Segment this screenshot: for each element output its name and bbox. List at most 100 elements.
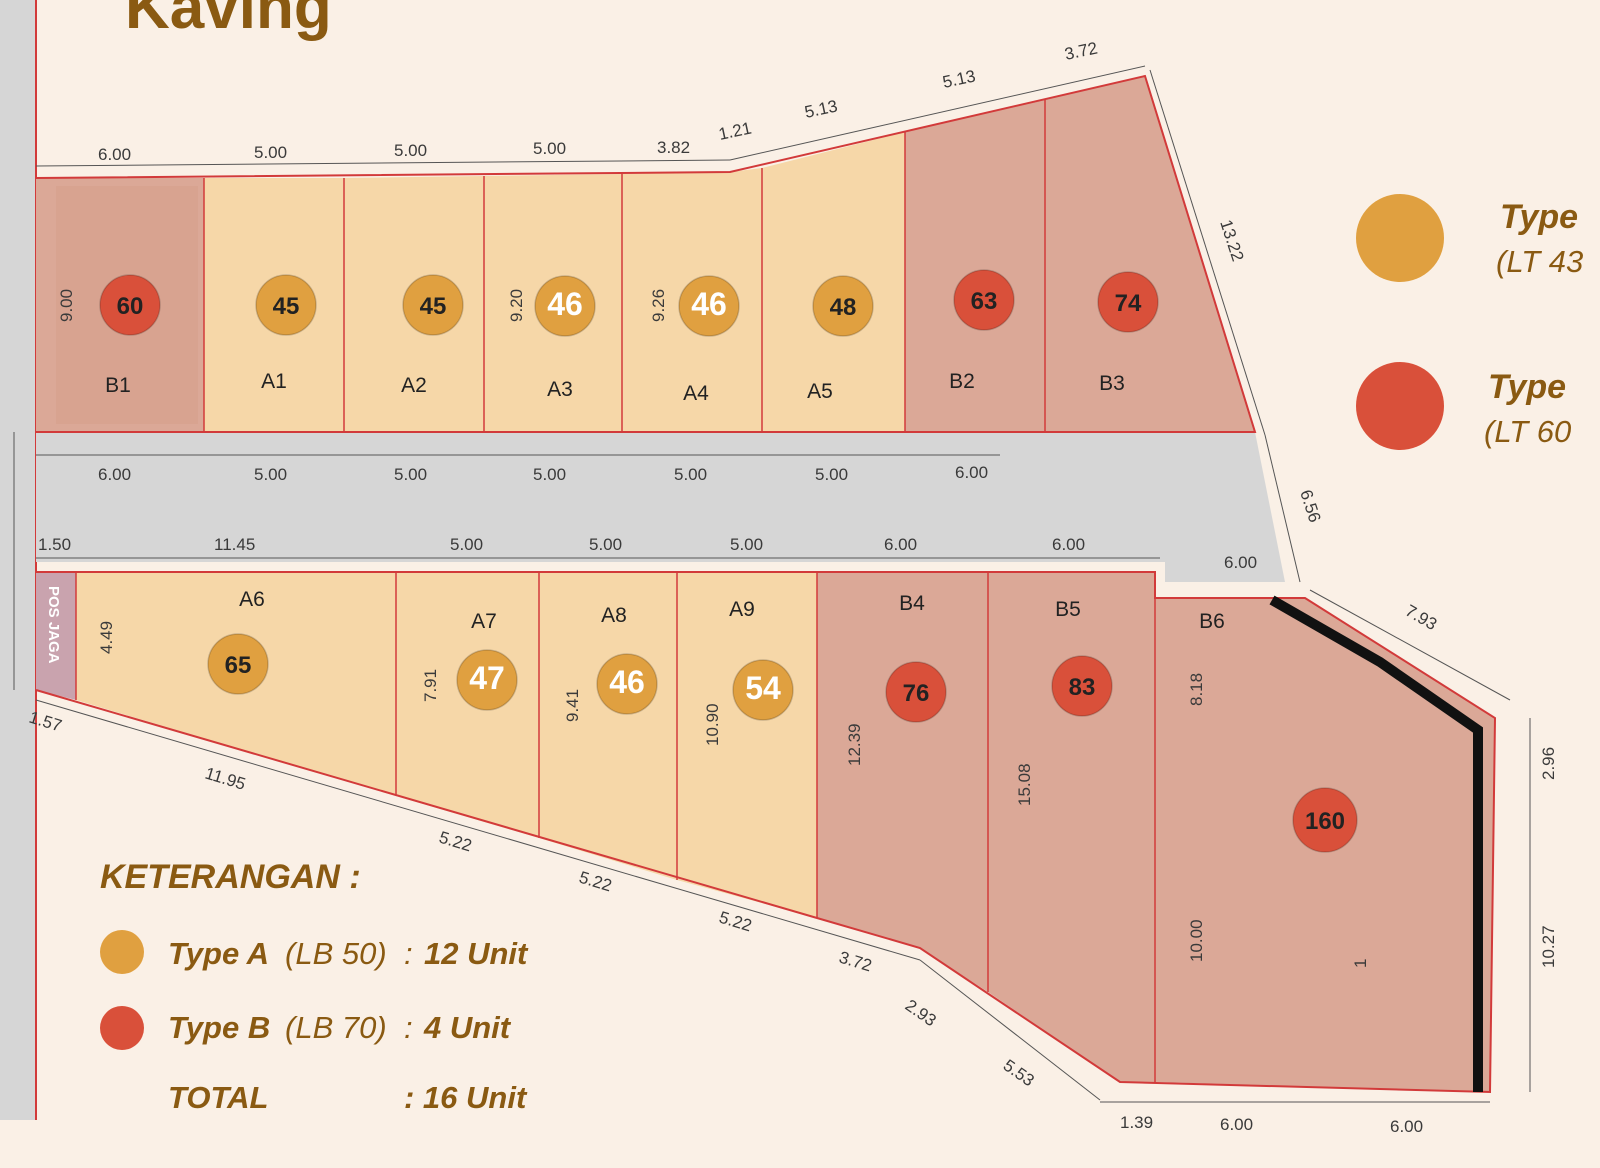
lt-value-b2: 63	[971, 288, 998, 315]
plot-A8	[539, 572, 677, 880]
lt-value-b4: 76	[903, 680, 930, 707]
lt-value-a7: 47	[469, 660, 505, 696]
plot-label-b4: B4	[899, 592, 925, 615]
lt-marker-a9	[732, 659, 794, 721]
dim-bottom-front-8: 6.00	[1224, 553, 1257, 572]
plot-label-b5: B5	[1055, 598, 1081, 621]
dim-top-8: 5.13	[941, 66, 977, 91]
top-row-dividers	[203, 100, 1046, 432]
legend-type-a-sep: :	[404, 936, 413, 971]
lt-marker-a7	[456, 649, 518, 711]
legend-type-a-marker	[100, 930, 144, 974]
lt-value-a2: 45	[420, 293, 447, 320]
lt-marker-b4	[885, 661, 947, 723]
plot-markers: 60 B1 45 A1 45 A2 46 A3 46 A4 48 A5 63 B2 74 B3 65 A6 47 A7…	[99, 269, 1358, 853]
lt-value-a4: 46	[691, 286, 727, 322]
type-a-key-marker	[1356, 194, 1444, 282]
type-b-key-marker	[1356, 362, 1444, 450]
plot-label-a8: A8	[601, 604, 627, 627]
dim-bottom-back-6: 3.72	[837, 948, 874, 976]
bottom-row-boundary	[35, 571, 1497, 1094]
plot-label-a4: A4	[683, 382, 709, 405]
pos-jaga-label: POS JAGA	[45, 586, 62, 664]
lt-marker-a6	[207, 633, 269, 695]
dimension-lines	[13, 65, 1531, 1103]
dim-bottom-front-7: 6.00	[1052, 535, 1085, 554]
bottom-row-dividers	[75, 572, 1156, 1082]
lt-value-b5: 83	[1069, 674, 1096, 701]
legend-type-b-count: 4 Unit	[423, 1010, 512, 1045]
dim-bottom-front-2: 11.45	[214, 535, 255, 554]
dim-depth-a3: 9.20	[507, 289, 526, 322]
plot-B3	[1045, 76, 1255, 432]
lt-marker-b5	[1051, 655, 1113, 717]
dim-top-6: 1.21	[717, 118, 753, 143]
lt-value-b6: 160	[1305, 808, 1345, 835]
type-a-key-sub: (LT 43	[1496, 244, 1583, 279]
left-road-strip	[0, 0, 36, 1120]
plot-label-b6: B6	[1199, 610, 1225, 633]
dim-depth-b6-2: 10.00	[1187, 919, 1206, 962]
plot-label-a2: A2	[401, 374, 427, 397]
plot-label-b2: B2	[949, 370, 975, 393]
lt-value-a8: 46	[609, 664, 645, 700]
page-title: Kaving	[125, 0, 332, 42]
dim-top-1: 6.00	[98, 145, 131, 164]
legend-type-a-name: Type A	[168, 936, 269, 971]
lt-marker-a4	[678, 275, 740, 337]
dim-back-5: 5.00	[674, 465, 707, 484]
plot-B2	[905, 100, 1045, 432]
dim-top-7: 5.13	[803, 96, 839, 121]
plot-label-a9: A9	[729, 598, 755, 621]
dim-bottom-back-10: 6.00	[1220, 1115, 1253, 1134]
dim-bottom-front-6: 6.00	[884, 535, 917, 554]
lt-value-a1: 45	[273, 293, 300, 320]
plot-label-a1: A1	[261, 370, 287, 393]
dim-right-1: 13.22	[1216, 217, 1247, 263]
dim-bottom-back-7: 2.93	[902, 996, 940, 1031]
dim-back-7: 6.00	[955, 463, 988, 482]
plot-B5	[988, 572, 1155, 1082]
dim-top-5: 3.82	[657, 138, 690, 157]
dim-depth-a7: 7.91	[421, 669, 440, 702]
dim-bottom-back-4: 5.22	[577, 868, 614, 896]
dim-far-right-2: 2.96	[1539, 747, 1558, 780]
dim-bottom-front-3: 5.00	[450, 535, 483, 554]
type-b-key-sub: (LT 60	[1484, 414, 1571, 449]
dim-depth-a9: 10.90	[703, 703, 722, 746]
lt-value-b3: 74	[1115, 290, 1142, 317]
lt-value-b1: 60	[117, 293, 144, 320]
plot-B4	[817, 572, 988, 992]
plot-A7	[396, 572, 539, 838]
legend-total-count: : 16 Unit	[404, 1080, 528, 1115]
legend-type-b-sep: :	[404, 1010, 413, 1045]
dim-depth-b6-1: 8.18	[1187, 673, 1206, 706]
legend-type-a-count: 12 Unit	[424, 936, 529, 971]
dim-bottom-back-8: 5.53	[1000, 1056, 1038, 1091]
lt-value-a6: 65	[225, 652, 252, 679]
lt-marker-b1	[99, 274, 161, 336]
dim-back-1: 6.00	[98, 465, 131, 484]
lt-marker-a2	[402, 274, 464, 336]
b6-boundary-wall	[1269, 595, 1483, 1092]
plot-label-a6: A6	[239, 588, 265, 611]
lt-marker-b2	[953, 269, 1015, 331]
dim-bottom-front-4: 5.00	[589, 535, 622, 554]
lt-marker-a1	[255, 274, 317, 336]
dim-back-2: 5.00	[254, 465, 287, 484]
dim-depth-b5: 15.08	[1015, 763, 1034, 806]
dim-far-right-1: 7.93	[1402, 601, 1440, 634]
plot-label-a5: A5	[807, 380, 833, 403]
dim-back-6: 5.00	[815, 465, 848, 484]
legend-type-b-marker	[100, 1006, 144, 1050]
legend-type-a-lb: (LB 50)	[285, 936, 387, 971]
lt-marker-a8	[596, 653, 658, 715]
dim-back-3: 5.00	[394, 465, 427, 484]
dim-top-3: 5.00	[394, 141, 427, 160]
dim-bottom-front-5: 5.00	[730, 535, 763, 554]
main-road	[36, 432, 1285, 582]
dim-bottom-back-11: 6.00	[1390, 1117, 1423, 1136]
dim-depth-a4: 9.26	[649, 289, 668, 322]
dim-bottom-back-9: 1.39	[1120, 1113, 1153, 1132]
